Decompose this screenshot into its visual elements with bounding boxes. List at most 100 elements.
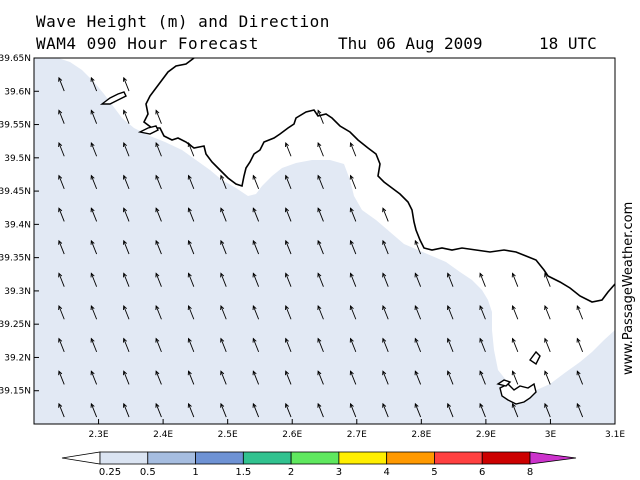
wave-arrow <box>284 305 292 320</box>
lat-tick-label: 39.2N <box>4 353 31 363</box>
forecast-date: Thu 06 Aug 2009 <box>338 34 483 53</box>
wave-arrow <box>122 142 130 157</box>
lon-tick-label: 3E <box>545 430 557 440</box>
wave-arrow <box>187 337 195 353</box>
wave-arrow <box>122 174 130 190</box>
wave-arrow <box>544 272 551 287</box>
lon-tick-label: 2.8E <box>411 430 431 440</box>
chart-title: Wave Height (m) and Direction <box>36 12 330 31</box>
wave-arrow <box>479 272 486 287</box>
lat-tick-label: 39.45N <box>0 187 31 197</box>
wave-arrow <box>155 370 162 385</box>
wave-arrow <box>511 402 519 418</box>
land-interior <box>34 58 615 300</box>
wave-arrow <box>90 239 98 255</box>
wave-arrow <box>90 337 98 353</box>
colorbar: 0.25 0.5 1 1.5 2 3 4 5 6 8 <box>61 451 577 478</box>
lon-tick-label: 2.7E <box>347 430 367 440</box>
colorbar-segment <box>434 451 483 465</box>
wave-arrow <box>220 370 227 385</box>
wave-arrow <box>576 370 584 385</box>
wave-arrow <box>90 402 98 418</box>
plot-frame <box>33 57 616 425</box>
wave-arrow <box>58 174 65 190</box>
colorbar-segment <box>481 451 531 465</box>
wave-arrow <box>252 272 260 287</box>
lat-tick-label: 39.15N <box>0 387 31 397</box>
wave-arrow <box>284 239 292 255</box>
colorbar-segment <box>290 451 340 465</box>
wave-arrow <box>187 239 195 255</box>
wave-arrow <box>155 337 162 353</box>
wave-arrow <box>382 272 389 287</box>
wave-arrow <box>155 142 162 157</box>
wave-arrow <box>90 109 98 124</box>
wave-arrow <box>349 402 357 418</box>
wave-arrow <box>317 402 324 418</box>
wave-arrow <box>284 402 292 418</box>
wave-arrow <box>479 402 486 418</box>
wave-arrow <box>349 370 357 385</box>
wave-arrow <box>220 272 227 287</box>
wave-arrow <box>284 174 292 190</box>
longitude-axis: 2.3E 2.4E 2.5E 2.6E 2.7E 2.8E 2.9E 3E 3.1E <box>89 419 625 440</box>
wave-arrow <box>220 239 227 255</box>
wave-arrow <box>414 370 422 385</box>
wave-arrow <box>317 272 324 287</box>
wave-arrow <box>220 207 227 222</box>
watermark-text: www.PassageWeather.com <box>621 202 636 375</box>
colorbar-tick-label: 4 <box>383 467 389 478</box>
wave-arrow <box>349 207 357 222</box>
lon-tick-label: 2.6E <box>282 430 302 440</box>
wave-arrow <box>122 370 130 385</box>
colorbar-tick-label: 5 <box>431 467 437 478</box>
lat-tick-label: 39.4N <box>4 220 31 230</box>
wave-arrow <box>349 272 357 287</box>
wave-arrow <box>382 305 389 320</box>
island-conillera <box>496 379 512 387</box>
colorbar-tick-label: 2 <box>288 467 294 478</box>
colorbar-tick-label: 8 <box>527 467 533 478</box>
wave-arrow <box>382 402 389 418</box>
wave-arrow <box>349 239 357 255</box>
wave-arrow <box>382 370 389 385</box>
wave-arrow <box>155 402 162 418</box>
wave-arrow <box>155 239 162 255</box>
wave-arrow <box>122 402 130 418</box>
wave-arrow <box>544 305 551 320</box>
wave-arrow <box>122 239 130 255</box>
wave-arrow <box>187 370 195 385</box>
wave-arrow <box>544 337 551 353</box>
wave-arrow <box>90 370 98 385</box>
wave-arrow <box>155 305 162 320</box>
wave-arrow <box>155 109 162 124</box>
wave-arrow <box>252 207 260 222</box>
wave-arrow <box>479 370 486 385</box>
wave-arrow <box>220 305 227 320</box>
wave-arrow <box>220 402 227 418</box>
wave-arrow <box>58 272 65 287</box>
wave-arrow <box>446 272 454 287</box>
wave-arrow <box>576 402 584 418</box>
wave-arrow <box>122 76 130 92</box>
lat-tick-label: 39.5N <box>4 154 31 164</box>
wave-arrow <box>155 174 162 190</box>
wave-arrow <box>511 305 519 320</box>
wave-arrow <box>252 402 260 418</box>
wave-arrow <box>479 337 486 353</box>
wave-arrow <box>90 305 98 320</box>
wave-arrow <box>544 402 551 418</box>
wave-arrow <box>122 337 130 353</box>
wave-arrow <box>187 402 195 418</box>
wave-arrow <box>122 207 130 222</box>
wave-arrow <box>414 402 422 418</box>
lon-tick-label: 2.9E <box>476 430 496 440</box>
islet <box>137 125 159 135</box>
wave-arrow <box>220 337 227 353</box>
lon-tick-label: 2.4E <box>153 430 173 440</box>
colorbar-tick-label: 6 <box>479 467 485 478</box>
wave-arrow <box>122 305 130 320</box>
wave-arrow <box>58 109 65 124</box>
lon-tick-label: 2.5E <box>218 430 238 440</box>
